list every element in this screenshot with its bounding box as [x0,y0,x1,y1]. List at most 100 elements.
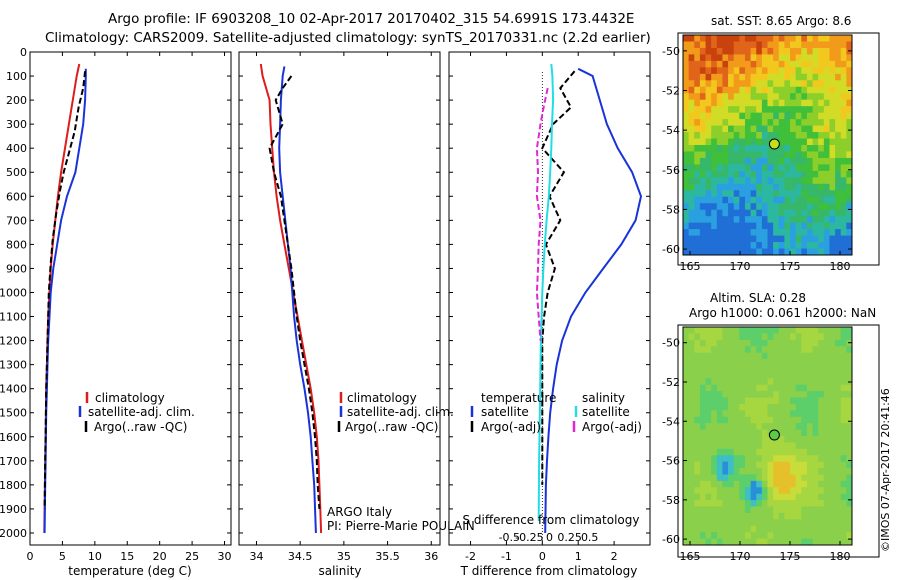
map-cell [728,525,735,533]
map-cell [823,436,830,443]
map-cell [716,397,723,405]
xtick-label: 35 [337,550,351,563]
map-cell [750,474,757,482]
map-cell [795,538,802,546]
map-cell [829,500,836,507]
map-cell [699,67,706,75]
map-cell [784,216,791,224]
map-cell [756,468,763,475]
map-cell [795,93,802,101]
map-cell [790,125,797,133]
map-cell [756,397,763,405]
argo-italy-label: ARGO Italy [327,505,392,519]
map-cell [744,47,751,55]
map-cell [778,359,785,366]
map-cell [733,190,740,198]
map-cell [699,442,706,450]
map-cell [778,487,785,495]
map-cell [829,506,836,514]
map-cell [829,423,836,430]
map-cell [829,196,836,204]
map-cell [790,474,797,482]
map-cell [722,229,729,236]
map-cell [699,112,706,120]
map-cell [733,183,740,191]
map-cell [728,132,735,139]
map-cell [750,487,757,495]
map-cell [739,235,746,243]
map-cell [823,164,830,172]
map-cell [840,333,847,341]
map-cell [722,468,729,475]
map-cell [688,371,695,379]
map-cell [728,190,735,198]
map-cell [761,151,768,159]
map-cell [739,125,746,133]
legend-diff-temperature: temperature [481,391,556,405]
map-cell [767,410,774,418]
map-cell [683,222,690,230]
map-cell [823,525,830,533]
map-cell [694,54,701,62]
map-border [682,326,853,546]
map-cell [750,455,757,463]
map-cell [739,461,746,469]
map-cell [711,157,718,165]
xlabel-t-difference: T difference from climatology [460,564,638,578]
map-cell [767,506,774,514]
map-cell [756,448,763,456]
map-cell [846,151,853,159]
map-cell [829,125,836,133]
map-cell [812,500,819,507]
map-cell [790,99,797,107]
map-cell [739,429,746,437]
map-cell [728,151,735,159]
map-cell [812,493,819,501]
ytick-label: 600 [6,190,27,203]
map-cell [683,47,690,55]
map-cell [840,468,847,475]
map-cell [733,67,740,75]
map-cell [716,429,723,437]
map-cell [806,525,813,533]
map-cell [705,359,712,366]
map-cell [728,242,735,249]
map-cell [784,196,791,204]
map-cell [756,327,763,334]
map-cell [705,54,712,62]
map-cell [699,391,706,398]
map-cell [733,455,740,463]
map-cell [688,403,695,411]
map-cell [688,480,695,488]
map-cell [711,248,718,256]
map-cell [739,487,746,495]
map-cell [699,448,706,456]
map-cell [778,35,785,42]
map-cell [728,327,735,334]
map-cell [790,203,797,211]
ytick-label: 300 [6,118,27,131]
map-cell [705,384,712,392]
xtick-top-label: -0.5 [499,531,520,544]
map-cell [733,73,740,81]
map-cell [795,86,802,94]
map-cell [801,346,808,354]
map-cell [756,80,763,88]
map-cell [728,468,735,475]
map-cell [739,378,746,386]
map-cell [773,157,780,165]
map-cell [778,384,785,392]
map-cell [846,41,853,49]
map-cell [694,448,701,456]
map-cell [790,346,797,354]
map-cell [840,397,847,405]
map-cell [750,500,757,507]
map-cell [795,410,802,418]
map-cell [683,436,690,443]
map-cell [784,106,791,114]
map-cell [728,125,735,133]
map-cell [750,216,757,224]
map-cell [784,93,791,101]
map-cell [778,436,785,443]
map-cell [699,333,706,341]
